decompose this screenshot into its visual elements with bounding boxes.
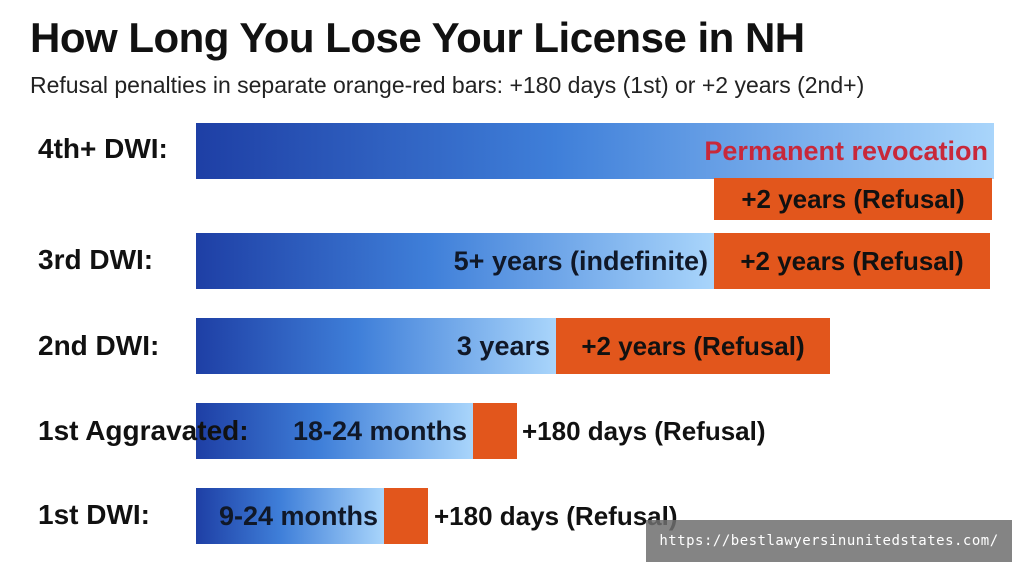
refusal-label-3rd-dwi: +2 years (Refusal) (740, 245, 964, 276)
chart-title: How Long You Lose Your License in NH (30, 14, 805, 61)
bar-label-2nd-dwi: 3 years (456, 330, 550, 361)
refusal-label-2nd-dwi: +2 years (Refusal) (581, 330, 805, 361)
category-label-2nd-dwi: 2nd DWI: (38, 330, 160, 361)
category-label-4th-dwi: 4th+ DWI: (38, 133, 168, 164)
bar-1st-dwi-refusal (384, 488, 428, 544)
refusal-label-1st-dwi: +180 days (Refusal) (434, 501, 678, 531)
bar-2nd-dwi-suspension: 3 years (196, 318, 556, 374)
bar-1st-aggravated-refusal (473, 403, 517, 459)
bar-label-3rd-dwi: 5+ years (indefinite) (453, 245, 708, 276)
bar-1st-dwi-suspension: 9-24 months (196, 488, 384, 544)
bar-3rd-dwi-refusal: +2 years (Refusal) (714, 233, 990, 289)
bar-3rd-dwi-suspension: 5+ years (indefinite) (196, 233, 714, 289)
refusal-label-1st-aggravated: +180 days (Refusal) (522, 416, 766, 446)
category-label-1st-aggravated: 1st Aggravated: (38, 415, 249, 446)
watermark-url: https://bestlawyersinunitedstates.com/ (646, 520, 1012, 562)
bar-2nd-dwi-refusal: +2 years (Refusal) (556, 318, 830, 374)
bar-1st-aggravated-suspension: 18-24 months (196, 403, 473, 459)
refusal-label-4th-dwi: +2 years (Refusal) (741, 183, 965, 214)
bar-label-1st-dwi: 9-24 months (218, 500, 378, 531)
bar-4th-dwi-refusal: +2 years (Refusal) (714, 178, 992, 220)
category-label-1st-dwi: 1st DWI: (38, 499, 150, 530)
bar-label-1st-aggravated: 18-24 months (292, 415, 467, 446)
category-label-3rd-dwi: 3rd DWI: (38, 244, 154, 275)
chart-subtitle: Refusal penalties in separate orange-red… (30, 72, 865, 98)
bar-4th-dwi-suspension: Permanent revocation (196, 123, 994, 179)
bar-label-4th-dwi: Permanent revocation (704, 135, 988, 166)
